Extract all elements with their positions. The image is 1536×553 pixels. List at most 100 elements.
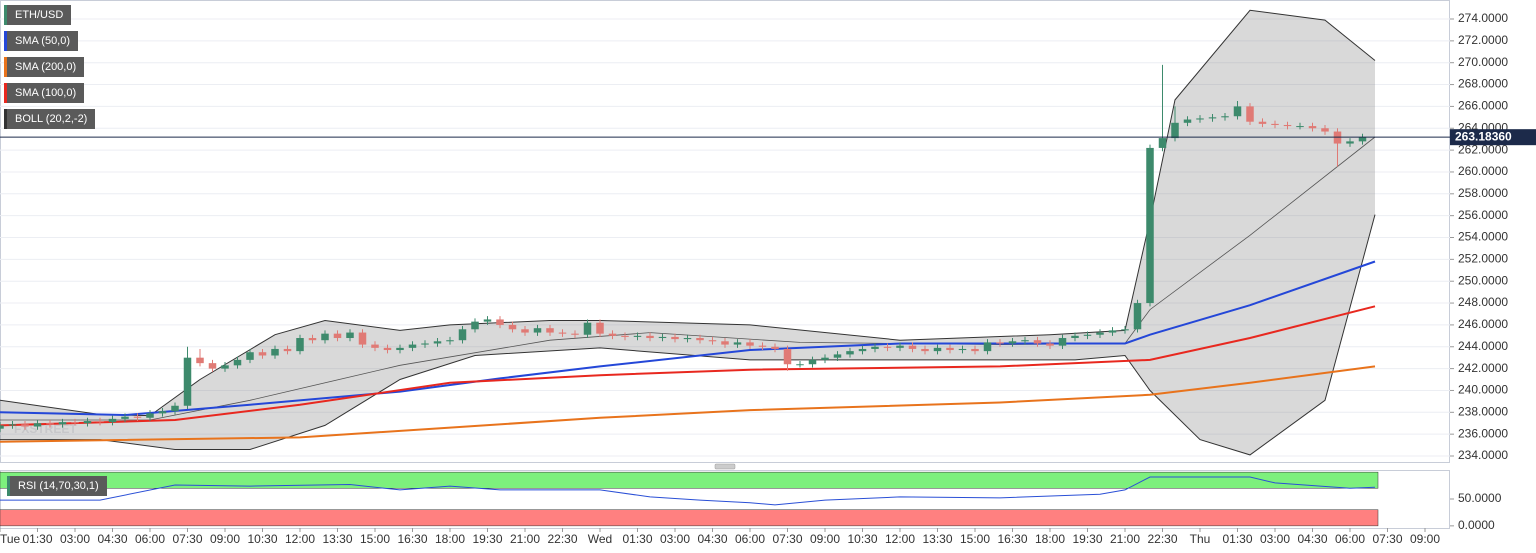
- candle-body: [358, 332, 367, 345]
- candle-body: [1221, 116, 1229, 118]
- legend-item: RSI (14,70,30,1): [7, 476, 107, 496]
- y-tick-label: 270.0000: [1458, 55, 1508, 69]
- candle-body: [546, 328, 554, 333]
- candle-body: [533, 328, 542, 333]
- candle-body: [221, 365, 229, 369]
- x-tick-label: 07:30: [172, 532, 202, 546]
- candle-body: [1308, 126, 1317, 129]
- x-tick-label: 18:00: [1035, 532, 1065, 546]
- candle-body: [908, 345, 917, 349]
- watermark: FXSTREET: [14, 422, 77, 436]
- candle-body: [1021, 340, 1029, 342]
- x-tick-label: 12:00: [885, 532, 915, 546]
- x-tick-label: 03:00: [660, 532, 690, 546]
- candle-body: [1258, 121, 1267, 124]
- candle-body: [1146, 147, 1154, 304]
- candle-body: [621, 335, 629, 337]
- x-tick-label: 07:30: [772, 532, 802, 546]
- candle-body: [796, 364, 804, 366]
- candle-body: [508, 324, 517, 330]
- x-tick-label: 13:30: [322, 532, 352, 546]
- resize-handle[interactable]: [714, 463, 736, 470]
- candle-body: [1121, 329, 1129, 331]
- candle-body: [833, 354, 842, 358]
- candle-body: [1246, 106, 1254, 122]
- x-tick-label: 12:00: [285, 532, 315, 546]
- x-tick-label: 03:00: [1260, 532, 1290, 546]
- candle-body: [1133, 303, 1142, 330]
- y-tick-label: 0.0000: [1458, 518, 1495, 532]
- y-tick-label: 250.0000: [1458, 273, 1508, 287]
- y-tick-label: 248.0000: [1458, 295, 1508, 309]
- candle-body: [883, 346, 892, 348]
- x-tick-label: 15:00: [360, 532, 390, 546]
- x-tick-label: 01:30: [622, 532, 652, 546]
- candle-body: [1196, 118, 1204, 120]
- candle-body: [558, 332, 567, 334]
- candle-body: [371, 344, 379, 348]
- candle-body: [1071, 335, 1079, 339]
- candle-body: [83, 421, 92, 424]
- x-tick-label: 09:00: [1410, 532, 1440, 546]
- candle-body: [1046, 343, 1054, 346]
- x-tick-label: 19:30: [1072, 532, 1102, 546]
- y-tick-label: 272.0000: [1458, 33, 1508, 47]
- candle-body: [571, 333, 579, 335]
- rsi-panel-frame: [0, 470, 1450, 529]
- sma-line: [0, 260, 1376, 417]
- y-tick-label: 266.0000: [1458, 99, 1508, 113]
- candle-body: [721, 341, 729, 345]
- price-label-box: [1450, 129, 1536, 146]
- candle-body: [671, 336, 679, 340]
- candle-body: [46, 423, 54, 425]
- candle-body: [896, 345, 904, 348]
- candle-body: [583, 322, 592, 335]
- candle-body: [1108, 330, 1117, 333]
- candle-body: [1183, 119, 1192, 123]
- candle-body: [421, 343, 429, 345]
- candle-body: [846, 351, 854, 355]
- x-tick-label: 04:30: [697, 532, 727, 546]
- candle-body: [108, 418, 117, 423]
- candle-body: [71, 422, 79, 424]
- x-tick-label: 04:30: [97, 532, 127, 546]
- y-tick-label: 258.0000: [1458, 186, 1508, 200]
- candle-body: [658, 336, 667, 339]
- x-tick-label: Thu: [1190, 532, 1211, 546]
- candle-body: [496, 319, 504, 325]
- x-tick-label: 09:00: [210, 532, 240, 546]
- y-tick-label: 274.0000: [1458, 11, 1508, 25]
- y-tick-label: 256.0000: [1458, 208, 1508, 222]
- candle-body: [1271, 123, 1279, 125]
- x-tick-label: 07:30: [1372, 532, 1402, 546]
- candle-body: [308, 338, 317, 341]
- legend-item: SMA (100,0): [4, 83, 85, 103]
- legend-item: ETH/USD: [4, 5, 72, 25]
- candle-body: [1283, 124, 1292, 127]
- candle-body: [633, 335, 642, 337]
- candle-body: [746, 342, 754, 346]
- candle-body: [458, 329, 467, 341]
- candle-body: [696, 338, 704, 341]
- candle-body: [921, 348, 929, 352]
- candle-body: [871, 346, 879, 349]
- candle-body: [771, 346, 779, 349]
- candle-body: [233, 359, 242, 366]
- legend-item: SMA (50,0): [4, 31, 79, 51]
- candle-body: [608, 333, 617, 336]
- x-tick-label: 19:30: [472, 532, 502, 546]
- x-tick-label: 06:00: [135, 532, 165, 546]
- y-tick-label: 246.0000: [1458, 317, 1508, 331]
- candle-body: [321, 333, 329, 341]
- candle-body: [646, 335, 654, 339]
- x-tick-label: 13:30: [922, 532, 952, 546]
- candle-body: [283, 348, 292, 352]
- x-tick-label: Wed: [588, 532, 612, 546]
- candle-body: [96, 421, 104, 423]
- y-tick-label: 240.0000: [1458, 383, 1508, 397]
- candle-body: [783, 348, 792, 365]
- candle-body: [346, 332, 354, 339]
- candle-body: [121, 416, 129, 419]
